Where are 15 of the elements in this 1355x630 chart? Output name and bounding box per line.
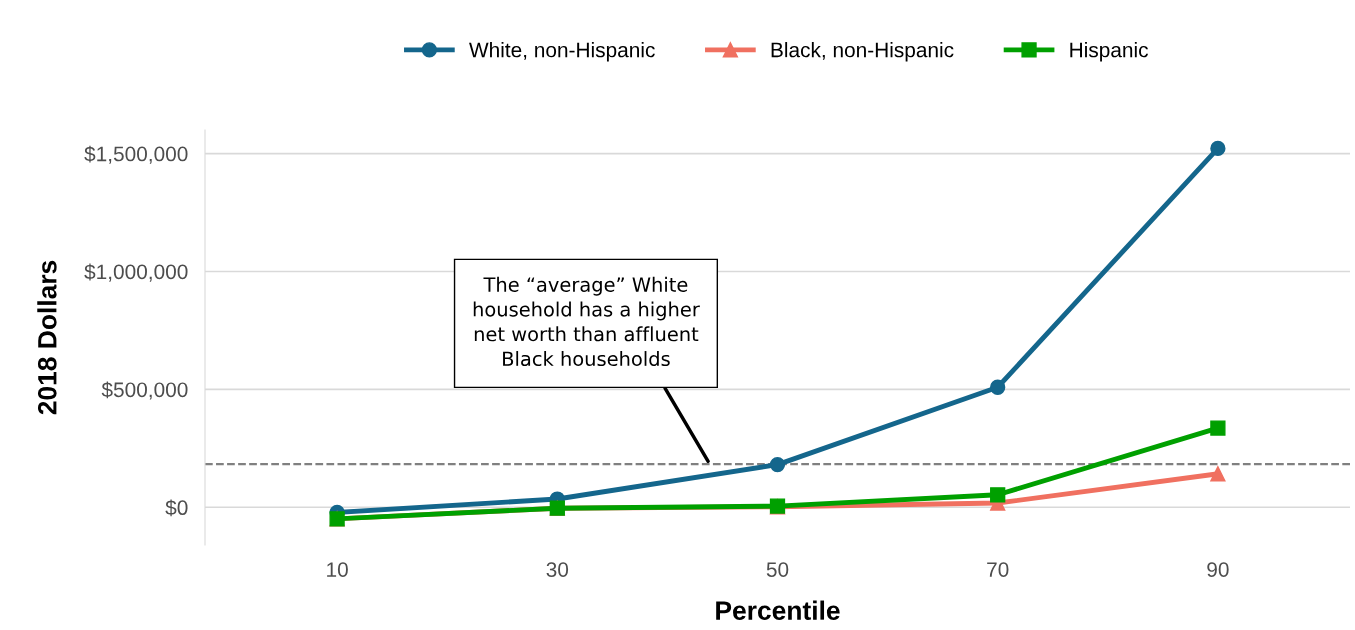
y-tick-label: $1,000,000 <box>84 263 188 282</box>
annotation: The “average” White household has a higher net worth than affluent Black households <box>473 276 700 367</box>
legend-label: Hispanic <box>1070 42 1148 62</box>
x-tick-label: 90 <box>1207 562 1229 577</box>
x-axis-title: Percentile <box>716 600 840 620</box>
x-tick-label: 70 <box>987 562 1009 577</box>
x-tick-label: 30 <box>546 562 569 577</box>
x-tick-label: 50 <box>766 562 789 577</box>
legend-label: Black, non-Hispanic <box>771 42 954 62</box>
y-tick-label: $0 <box>165 499 188 517</box>
y-axis-title: 2018 Dollars <box>37 260 57 415</box>
y-tick-label: $500,000 <box>101 381 188 400</box>
y-tick-label: $1,500,000 <box>84 145 188 164</box>
legend-label: White, non-Hispanic <box>469 42 655 62</box>
x-tick-label: 10 <box>327 562 348 577</box>
